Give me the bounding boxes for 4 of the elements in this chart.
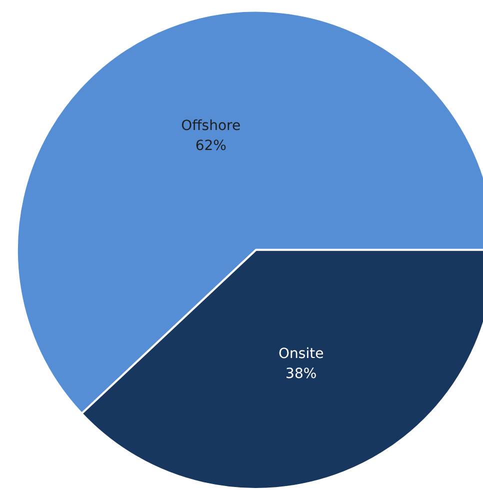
data-label: 38% <box>286 366 317 382</box>
data-label: 62% <box>195 138 226 154</box>
slice-label: Onsite <box>278 346 324 362</box>
slice-label: Offshore <box>181 118 241 134</box>
